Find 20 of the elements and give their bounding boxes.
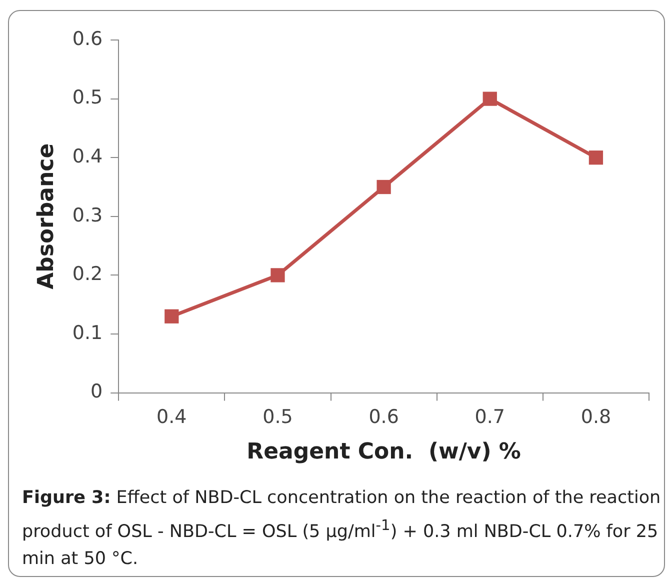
x-tick-label: 0.4 — [156, 406, 187, 428]
point — [588, 150, 604, 165]
y-tick-label: 0 — [90, 380, 103, 403]
y-tick-label: 0.3 — [72, 204, 103, 226]
text: Figure 3: Effect of NBD-CL concentration on the reaction of the reaction product of OSL - NBD-CL = OSL (5 µg/ml$^{-1}$) + 0.3 ml NBD-CL 0.7% for 25 min at 50 °C. — [22, 488, 661, 569]
point — [376, 180, 391, 194]
x-tick-label: 0.7 — [474, 406, 505, 428]
y-tick-label: 0.2 — [72, 263, 103, 286]
x-tick-label: 0.8 — [580, 406, 612, 428]
y-tick-label: 0.1 — [72, 322, 103, 344]
y-tick-label: 0.6 — [72, 28, 103, 50]
point — [482, 92, 497, 106]
y-tick-label: 0.5 — [72, 86, 103, 109]
x-axis-title: Reagent Con. (w/v) % — [246, 440, 521, 465]
y-tick-label: 0.4 — [72, 146, 103, 168]
y-axis-title: Absorbance — [34, 143, 59, 290]
x-tick-label: 0.6 — [368, 406, 399, 428]
point — [270, 268, 285, 282]
point — [164, 309, 179, 324]
x-tick-label: 0.5 — [262, 406, 293, 428]
